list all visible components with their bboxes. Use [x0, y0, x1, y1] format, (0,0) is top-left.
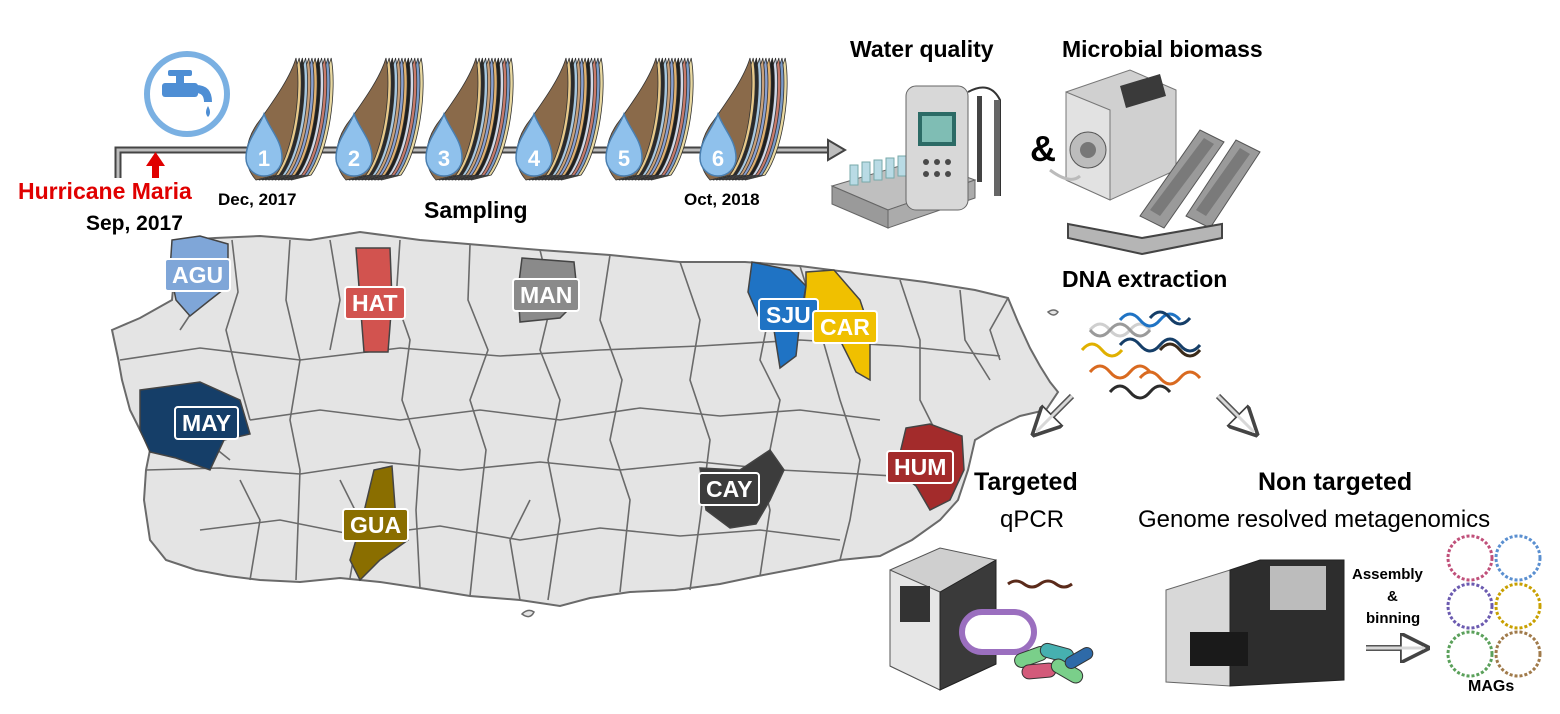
- sampling-end-date: Oct, 2018: [684, 190, 760, 209]
- sampling-event-1: 1: [245, 57, 334, 181]
- water-quality-title: Water quality: [850, 36, 994, 62]
- sampling-event-4: 4: [515, 57, 604, 181]
- site-label-hat: HAT: [344, 286, 406, 320]
- site-label-car: CAR: [812, 310, 878, 344]
- binning-label: binning: [1366, 610, 1421, 627]
- assembly-amp: &: [1387, 588, 1398, 605]
- site-label-cay: CAY: [698, 472, 761, 506]
- mag-genomes-icon: [1446, 534, 1542, 678]
- site-label-may: MAY: [174, 406, 239, 440]
- microbial-biomass-title: Microbial biomass: [1062, 36, 1263, 62]
- chevron-down-icon: [1067, 222, 1223, 256]
- ampersand: &: [1030, 128, 1056, 169]
- nontargeted-method: Genome resolved metagenomics: [1138, 506, 1491, 533]
- hurricane-date: Sep, 2017: [86, 212, 183, 235]
- site-label-agu: AGU: [164, 258, 232, 292]
- targeted-method: qPCR: [1000, 506, 1065, 533]
- hurricane-arrow-icon: [146, 152, 165, 178]
- peristaltic-pump-icon: [1049, 69, 1261, 229]
- sampling-event-number: 5: [618, 146, 630, 171]
- dna-helices-icon: [1080, 310, 1202, 400]
- sampling-event-number: 6: [712, 146, 724, 171]
- water-quality-meter-icon: [830, 85, 1001, 229]
- mags-label: MAGs: [1468, 678, 1515, 695]
- dna-extraction-title: DNA extraction: [1062, 266, 1228, 292]
- assembly-label: Assembly: [1352, 566, 1423, 583]
- nontargeted-title: Non targeted: [1258, 468, 1413, 496]
- sampling-event-number: 1: [258, 146, 270, 171]
- site-label-sju: SJU: [758, 298, 819, 332]
- sampling-label: Sampling: [424, 197, 528, 223]
- site-label-gua: GUA: [342, 508, 410, 542]
- sampling-event-2: 2: [335, 57, 424, 181]
- hurricane-label: Hurricane Maria: [18, 178, 192, 204]
- sampling-event-5: 5: [605, 57, 694, 181]
- targeted-title: Targeted: [974, 468, 1078, 496]
- qpcr-machine-icon: [889, 547, 1094, 691]
- water-tap-icon: [144, 51, 230, 137]
- sampling-event-3: 3: [425, 57, 514, 181]
- sampling-event-number: 2: [348, 146, 360, 171]
- sampling-start-date: Dec, 2017: [218, 190, 297, 209]
- sampling-event-number: 3: [438, 146, 450, 171]
- site-label-hum: HUM: [886, 450, 955, 484]
- sampling-event-6: 6: [699, 57, 788, 181]
- site-label-man: MAN: [512, 278, 581, 312]
- sequencer-icon: [1165, 559, 1345, 687]
- sampling-event-number: 4: [528, 146, 541, 171]
